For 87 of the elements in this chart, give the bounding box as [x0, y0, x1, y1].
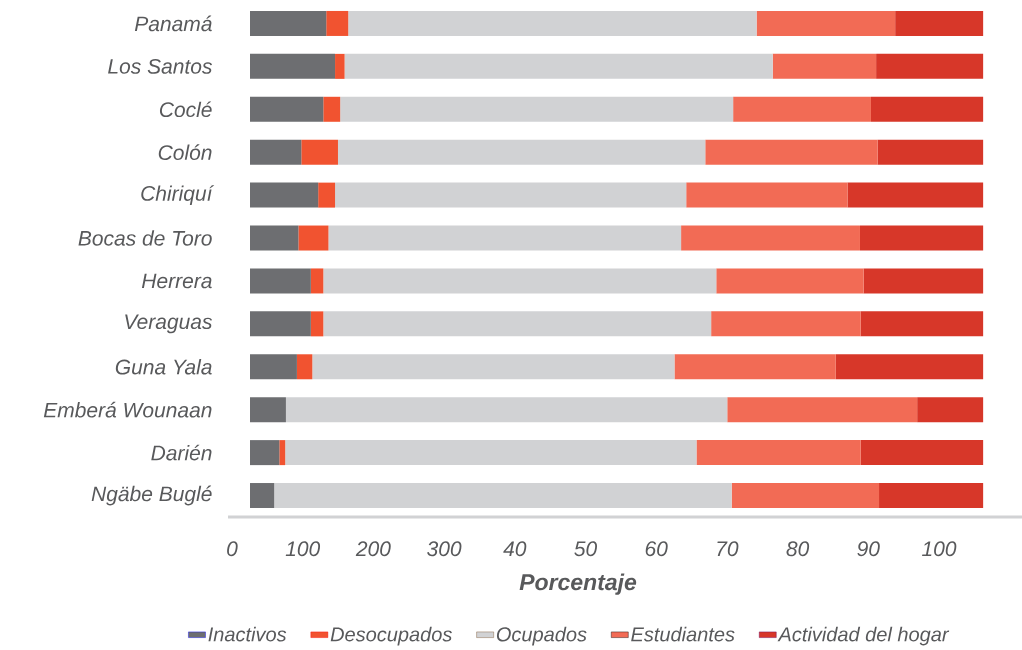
- bar: [716, 268, 864, 294]
- legend-label: Inactivos: [208, 626, 287, 642]
- bar: [323, 268, 717, 294]
- bar: [250, 440, 280, 466]
- bar: [337, 139, 706, 165]
- bar: [250, 225, 299, 251]
- bar: [250, 96, 324, 122]
- bar: [731, 483, 880, 509]
- bar: [279, 440, 286, 466]
- bar: [250, 182, 319, 208]
- legend-label: Desocupados: [330, 626, 452, 646]
- bar: [348, 10, 757, 36]
- y-tick-label: Emberá Wounaan: [43, 401, 212, 418]
- bar: [879, 483, 984, 509]
- text: 90: [857, 541, 880, 557]
- bar: [870, 96, 984, 122]
- y-tick-label: Guna Yala: [115, 359, 212, 375]
- bar: [250, 10, 327, 36]
- bar: [674, 354, 836, 380]
- y-tick-label: Los Santos: [108, 58, 213, 74]
- y-tick-label: Chiriquí: [141, 185, 215, 206]
- text: 50: [574, 541, 598, 557]
- legend-label: Ocupados: [496, 626, 587, 646]
- bar: [301, 139, 338, 165]
- bar: [318, 182, 336, 208]
- y-tick-label: Veraguas: [125, 314, 213, 334]
- bar: [274, 483, 732, 509]
- bar: [285, 397, 728, 423]
- bar: [705, 139, 878, 165]
- y-tick-label: Herrera: [141, 273, 212, 289]
- bar: [250, 53, 336, 79]
- y-tick-label: Bocas de Toro: [78, 230, 212, 246]
- bar: [335, 182, 687, 208]
- bar: [285, 440, 697, 466]
- bar: [917, 397, 984, 423]
- bar: [860, 440, 984, 466]
- bar: [835, 354, 984, 380]
- y-tick-label: Ngäbe Buglé: [91, 485, 212, 506]
- text: 100: [285, 541, 321, 557]
- bar: [863, 268, 984, 294]
- bar: [756, 10, 896, 36]
- bar: [711, 311, 861, 337]
- bar: [310, 268, 324, 294]
- bar: [310, 311, 324, 337]
- bar: [250, 397, 286, 423]
- x-axis-title: Porcentaje: [519, 573, 637, 595]
- text: 70: [717, 541, 739, 557]
- bar: [876, 53, 984, 79]
- bar: [312, 354, 675, 380]
- bar: [250, 139, 302, 165]
- bar: [727, 397, 918, 423]
- bar: [340, 96, 734, 122]
- bar: [326, 10, 349, 36]
- y-tick-label: Colón: [158, 144, 212, 161]
- bar: [323, 96, 341, 122]
- y-tick-label: Panamá: [134, 15, 212, 32]
- bar: [686, 182, 848, 208]
- bar: [696, 440, 861, 466]
- text: 200: [355, 541, 391, 557]
- bar: [860, 311, 984, 337]
- legend-label: Estudiantes: [631, 626, 735, 642]
- bar: [328, 225, 682, 251]
- bar: [681, 225, 860, 251]
- bar: [250, 268, 311, 294]
- bar: [895, 10, 984, 36]
- legend-label: Actividad del hogar: [777, 626, 950, 646]
- bar: [335, 53, 345, 79]
- text: 80: [786, 541, 810, 557]
- text: 40: [503, 541, 527, 557]
- bar: [877, 139, 984, 165]
- bar: [323, 311, 712, 337]
- bar: [298, 225, 329, 251]
- text: 60: [645, 541, 668, 557]
- bar: [847, 182, 984, 208]
- text: 300: [427, 541, 462, 557]
- bar: [296, 354, 313, 380]
- text: 100: [922, 541, 957, 557]
- bar: [250, 311, 311, 337]
- y-tick-label: Coclé: [159, 101, 212, 118]
- y-tick-label: Darién: [151, 444, 212, 461]
- bar: [859, 225, 984, 251]
- bar: [772, 53, 877, 79]
- bar: [733, 96, 871, 122]
- bar: [250, 483, 275, 509]
- bar: [250, 354, 297, 380]
- text: 0: [227, 541, 238, 557]
- bar: [344, 53, 773, 79]
